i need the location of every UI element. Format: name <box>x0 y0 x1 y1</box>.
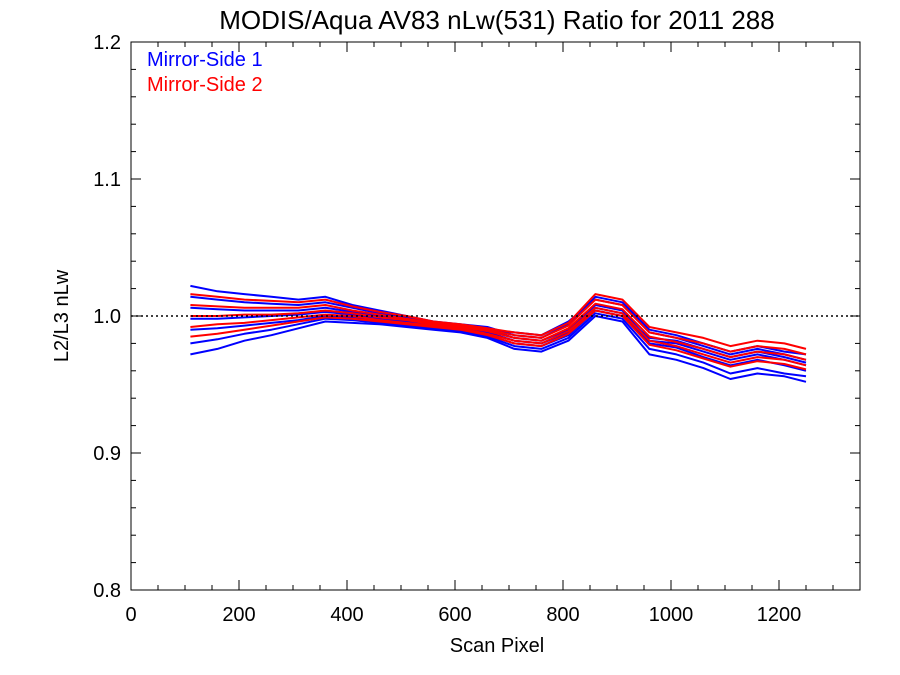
x-tick-label: 400 <box>330 604 363 626</box>
x-axis-label: Scan Pixel <box>450 635 545 657</box>
x-tick-label: 0 <box>125 604 136 626</box>
y-tick-label: 0.9 <box>93 443 121 465</box>
legend-entry-1: Mirror-Side 1 <box>147 49 263 71</box>
series-1-line-6 <box>190 312 807 378</box>
series-2-line-5 <box>190 309 807 371</box>
y-axis-label: L2/L3 nLw <box>51 269 73 362</box>
x-tick-label: 1200 <box>757 604 802 626</box>
x-tick-label: 200 <box>222 604 255 626</box>
y-axis: 0.8 0.9 1.0 1.1 1.2 <box>93 32 860 602</box>
y-tick-label: 1.0 <box>93 306 121 328</box>
series-1-line-1 <box>190 284 807 356</box>
series-2-line-2 <box>190 298 807 356</box>
plot-lines <box>190 284 807 383</box>
x-tick-label: 1000 <box>649 604 694 626</box>
y-tick-label: 1.2 <box>93 32 121 54</box>
x-tick-label: 600 <box>438 604 471 626</box>
plot-frame <box>130 41 861 591</box>
series-2-line-1 <box>190 293 807 350</box>
chart-title: MODIS/Aqua AV83 nLw(531) Ratio for 2011 … <box>219 5 774 35</box>
legend-entry-2: Mirror-Side 2 <box>147 74 263 96</box>
y-tick-label: 1.1 <box>93 169 121 191</box>
series-1-line-7 <box>190 315 807 383</box>
x-axis: 0 200 400 600 800 1000 1200 <box>125 42 861 626</box>
y-tick-label: 0.8 <box>93 580 121 602</box>
series-2-line-4 <box>190 306 807 367</box>
series-2-line-3 <box>190 302 807 361</box>
legend: Mirror-Side 1 Mirror-Side 2 <box>147 49 263 96</box>
x-tick-label: 800 <box>546 604 579 626</box>
